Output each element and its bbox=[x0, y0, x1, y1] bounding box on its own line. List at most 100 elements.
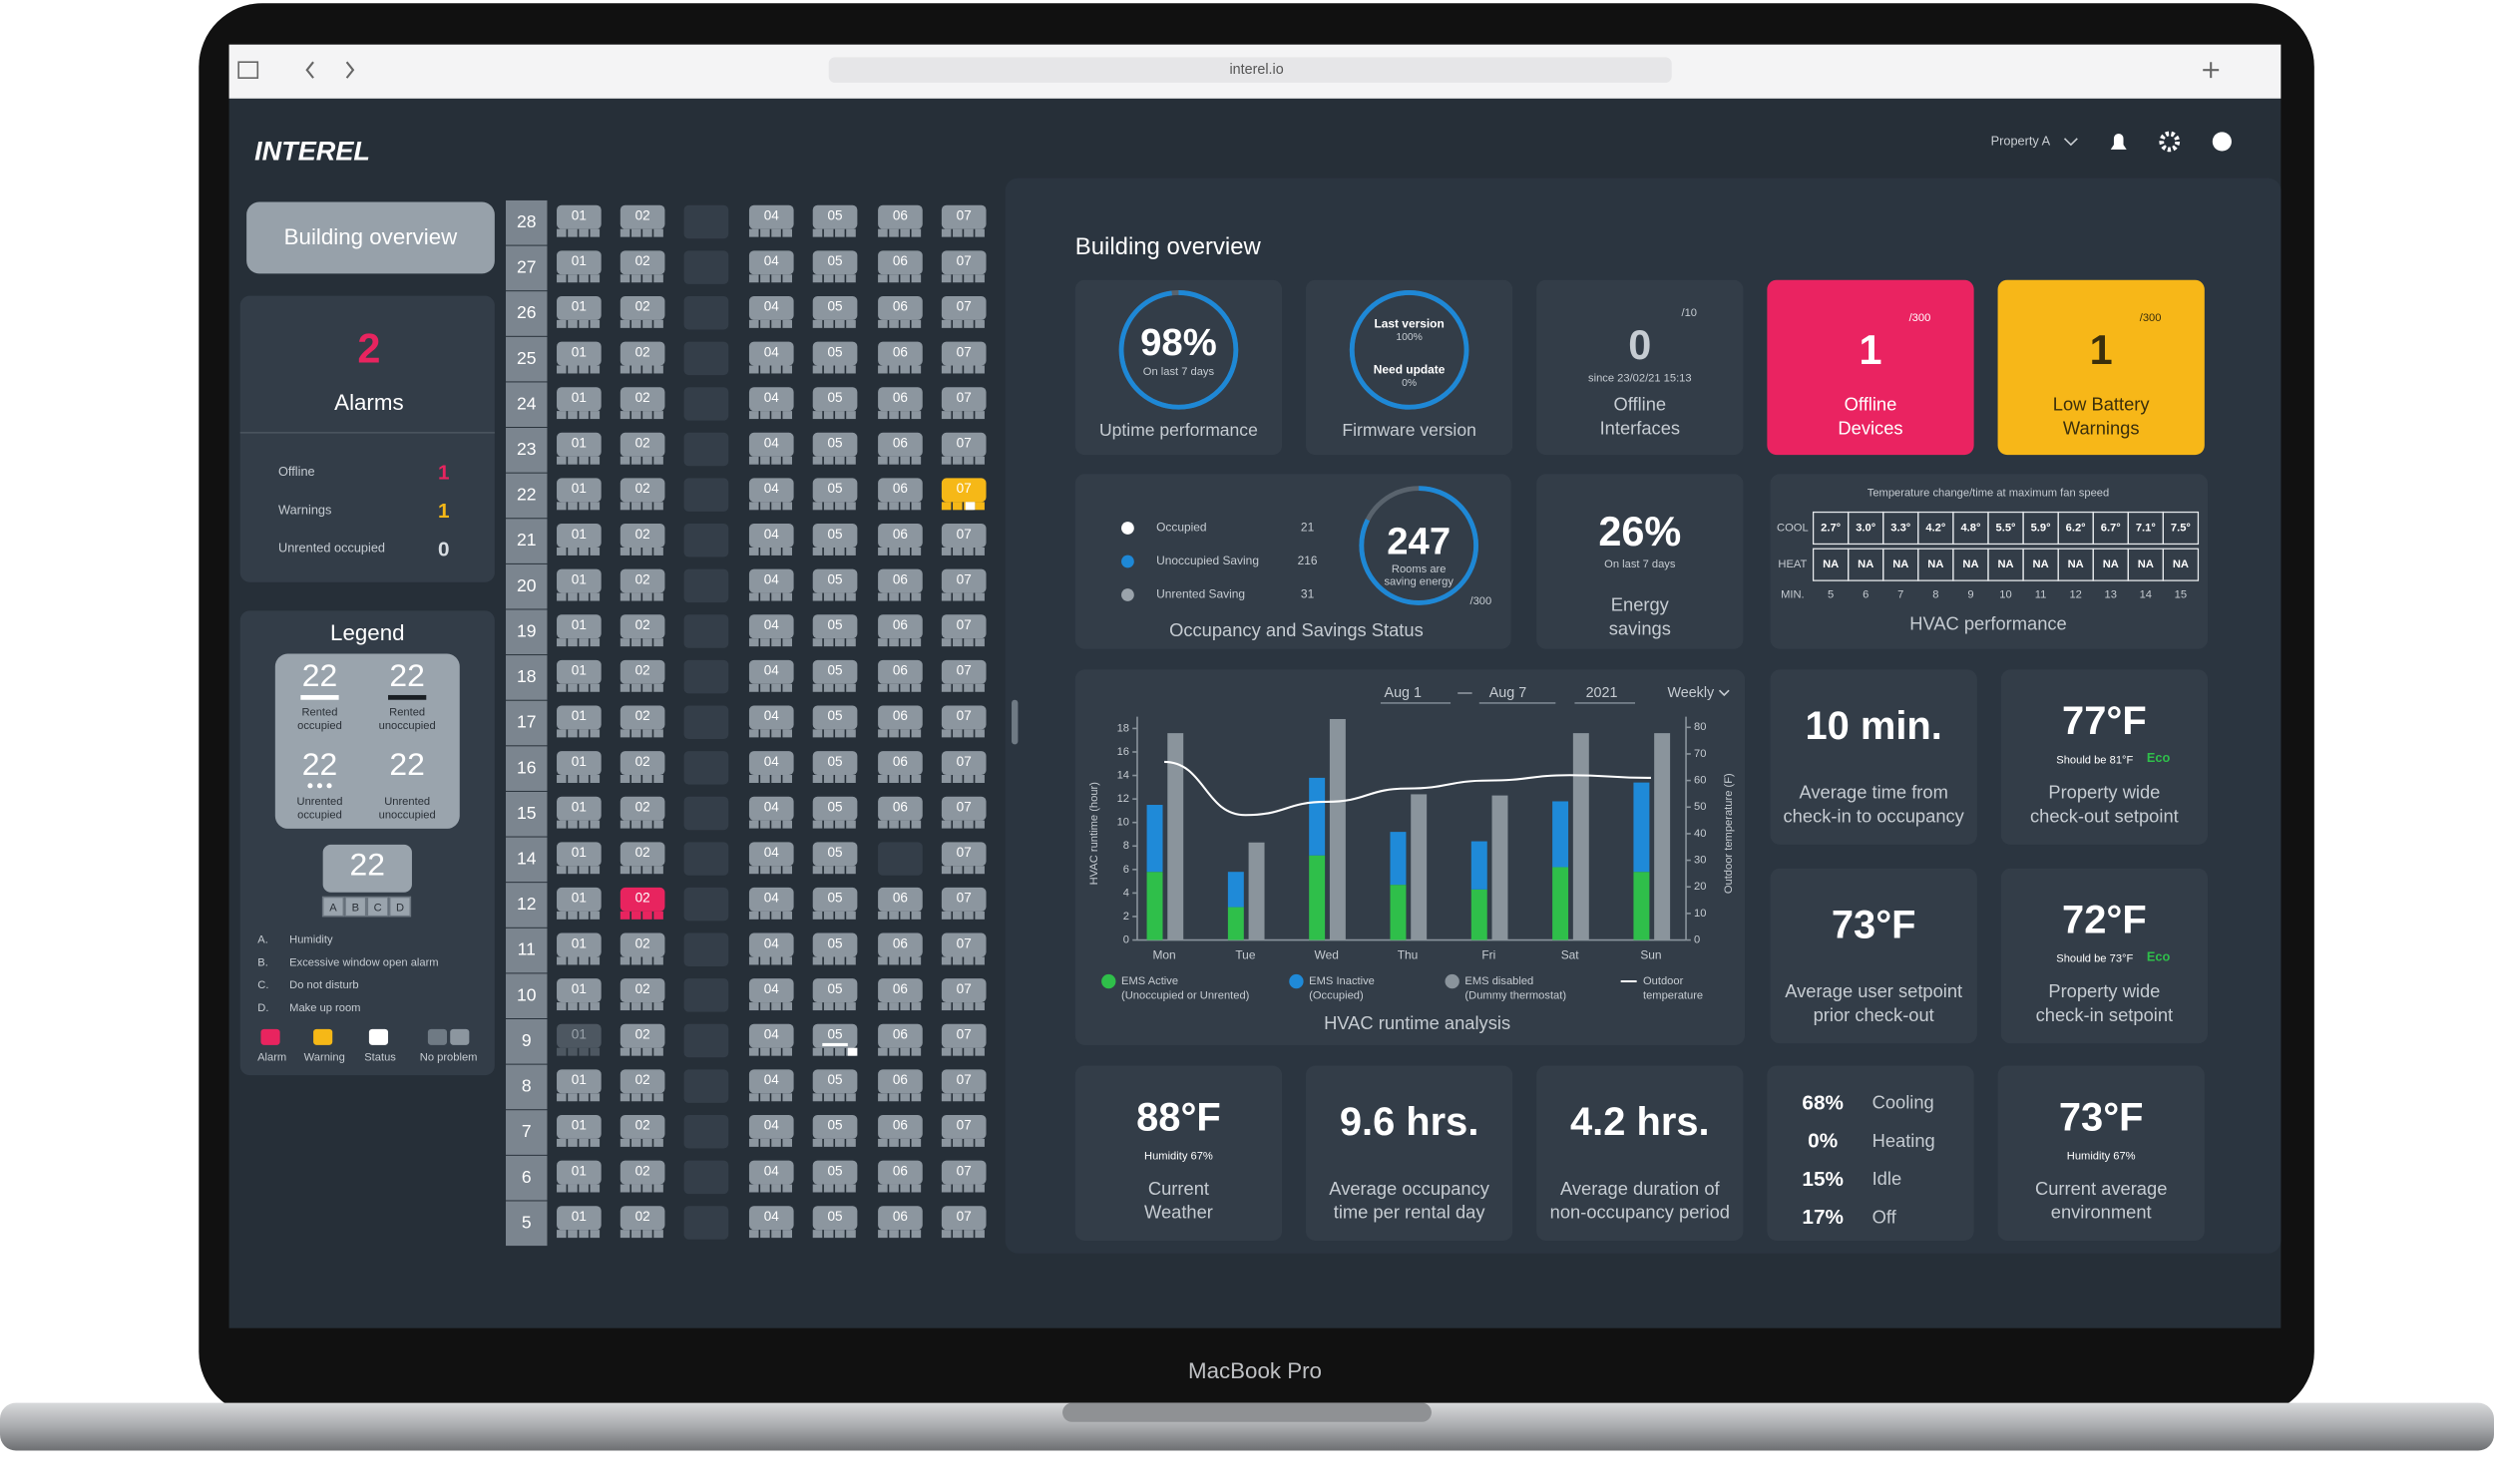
room[interactable] bbox=[878, 978, 923, 1003]
bell[interactable] bbox=[2110, 133, 2127, 150]
room[interactable] bbox=[748, 568, 794, 593]
room[interactable] bbox=[620, 842, 665, 867]
room[interactable] bbox=[878, 887, 923, 912]
property[interactable]: Property A bbox=[1991, 133, 2051, 148]
room[interactable] bbox=[878, 295, 923, 320]
room[interactable] bbox=[557, 978, 602, 1003]
room[interactable] bbox=[812, 478, 858, 503]
room[interactable] bbox=[557, 1206, 602, 1231]
room[interactable] bbox=[941, 751, 987, 776]
room[interactable] bbox=[557, 796, 602, 821]
room[interactable] bbox=[878, 932, 923, 957]
room[interactable] bbox=[812, 751, 858, 776]
room[interactable] bbox=[812, 659, 858, 684]
room[interactable] bbox=[878, 614, 923, 639]
room[interactable] bbox=[748, 478, 794, 503]
room[interactable] bbox=[557, 1069, 602, 1094]
url-field[interactable] bbox=[828, 57, 1672, 83]
room[interactable] bbox=[941, 932, 987, 957]
room[interactable] bbox=[941, 1206, 987, 1231]
room[interactable] bbox=[748, 842, 794, 867]
room[interactable] bbox=[812, 204, 858, 229]
room[interactable] bbox=[812, 1069, 858, 1094]
room[interactable] bbox=[941, 250, 987, 275]
room[interactable] bbox=[748, 614, 794, 639]
room[interactable] bbox=[812, 1160, 858, 1185]
room[interactable] bbox=[812, 887, 858, 912]
room[interactable] bbox=[812, 250, 858, 275]
room[interactable] bbox=[748, 887, 794, 912]
room[interactable] bbox=[557, 204, 602, 229]
room[interactable] bbox=[557, 614, 602, 639]
room[interactable] bbox=[812, 341, 858, 366]
room[interactable] bbox=[812, 796, 858, 821]
room[interactable] bbox=[878, 568, 923, 593]
room[interactable] bbox=[812, 1114, 858, 1139]
room[interactable] bbox=[620, 432, 665, 457]
room[interactable] bbox=[748, 796, 794, 821]
room[interactable] bbox=[812, 568, 858, 593]
room[interactable] bbox=[620, 659, 665, 684]
room[interactable] bbox=[557, 887, 602, 912]
room[interactable] bbox=[620, 1023, 665, 1048]
room[interactable] bbox=[812, 978, 858, 1003]
room[interactable] bbox=[941, 341, 987, 366]
room[interactable] bbox=[941, 978, 987, 1003]
room[interactable] bbox=[941, 1069, 987, 1094]
room[interactable] bbox=[748, 204, 794, 229]
room[interactable] bbox=[878, 432, 923, 457]
room[interactable] bbox=[878, 524, 923, 548]
room[interactable] bbox=[941, 659, 987, 684]
room[interactable] bbox=[557, 932, 602, 957]
room[interactable] bbox=[878, 204, 923, 229]
room[interactable] bbox=[878, 387, 923, 412]
room[interactable] bbox=[557, 341, 602, 366]
room[interactable] bbox=[557, 1114, 602, 1139]
room[interactable] bbox=[941, 204, 987, 229]
room[interactable] bbox=[941, 614, 987, 639]
room[interactable] bbox=[620, 1206, 665, 1231]
room[interactable] bbox=[620, 932, 665, 957]
room[interactable] bbox=[620, 978, 665, 1003]
room[interactable] bbox=[941, 842, 987, 867]
room[interactable] bbox=[878, 1206, 923, 1231]
gear[interactable] bbox=[2159, 131, 2181, 153]
room[interactable] bbox=[748, 932, 794, 957]
room[interactable] bbox=[941, 1114, 987, 1139]
room[interactable] bbox=[557, 659, 602, 684]
room[interactable] bbox=[941, 568, 987, 593]
room[interactable] bbox=[748, 1206, 794, 1231]
room[interactable] bbox=[748, 751, 794, 776]
scroll-handle[interactable] bbox=[1012, 699, 1019, 745]
room[interactable] bbox=[941, 524, 987, 548]
room[interactable] bbox=[878, 659, 923, 684]
room[interactable] bbox=[620, 705, 665, 730]
room[interactable] bbox=[941, 887, 987, 912]
room[interactable] bbox=[620, 614, 665, 639]
room[interactable] bbox=[812, 524, 858, 548]
room[interactable] bbox=[878, 796, 923, 821]
logo[interactable]: INTEREL bbox=[254, 135, 370, 166]
room[interactable] bbox=[812, 705, 858, 730]
room[interactable] bbox=[812, 614, 858, 639]
room[interactable] bbox=[878, 1069, 923, 1094]
room[interactable] bbox=[748, 341, 794, 366]
room[interactable] bbox=[557, 524, 602, 548]
room[interactable] bbox=[620, 1069, 665, 1094]
room[interactable] bbox=[878, 341, 923, 366]
room[interactable] bbox=[941, 1160, 987, 1185]
room[interactable] bbox=[557, 1160, 602, 1185]
room[interactable] bbox=[557, 1023, 602, 1048]
room[interactable] bbox=[878, 751, 923, 776]
room[interactable] bbox=[748, 1069, 794, 1094]
room[interactable] bbox=[748, 250, 794, 275]
room[interactable] bbox=[620, 568, 665, 593]
room[interactable] bbox=[748, 295, 794, 320]
room[interactable] bbox=[557, 568, 602, 593]
room[interactable] bbox=[812, 1023, 858, 1048]
room[interactable] bbox=[620, 524, 665, 548]
room[interactable] bbox=[620, 1114, 665, 1139]
room[interactable] bbox=[620, 250, 665, 275]
room[interactable] bbox=[620, 751, 665, 776]
user[interactable] bbox=[2212, 132, 2232, 152]
